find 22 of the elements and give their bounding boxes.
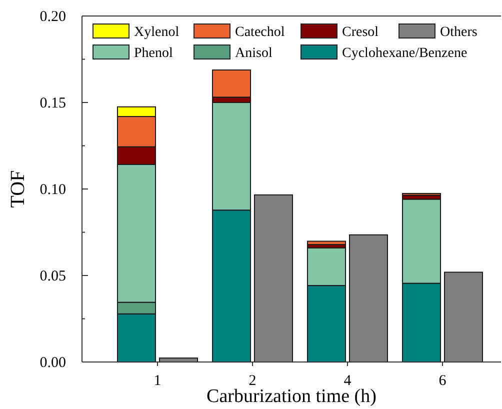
bar xyxy=(349,234,388,362)
legend-label: Catechol xyxy=(235,25,285,40)
legend-label: Cyclohexane/Benzene xyxy=(342,46,468,61)
x-axis-title: Carburization time (h) xyxy=(206,386,376,407)
legend-label: Cresol xyxy=(342,25,379,40)
y-tick-label: 0.10 xyxy=(40,182,66,198)
y-tick-label: 0.05 xyxy=(40,268,66,284)
y-tick-label: 0.00 xyxy=(40,355,66,371)
y-axis-title: TOF xyxy=(7,170,29,208)
bar xyxy=(254,194,293,362)
legend-label: Phenol xyxy=(134,46,173,61)
x-tick-label: 4 xyxy=(344,373,352,389)
x-tick-label: 2 xyxy=(248,373,256,389)
x-tick-label: 6 xyxy=(438,373,447,389)
x-tick-label: 1 xyxy=(154,373,162,389)
y-tick-label: 0.15 xyxy=(40,96,66,112)
legend-label: Xylenol xyxy=(134,25,180,40)
legend-label: Anisol xyxy=(235,46,272,61)
bar xyxy=(444,272,483,362)
y-tick-label: 0.20 xyxy=(40,9,66,25)
bar xyxy=(307,240,346,246)
legend-label: Others xyxy=(440,25,478,40)
